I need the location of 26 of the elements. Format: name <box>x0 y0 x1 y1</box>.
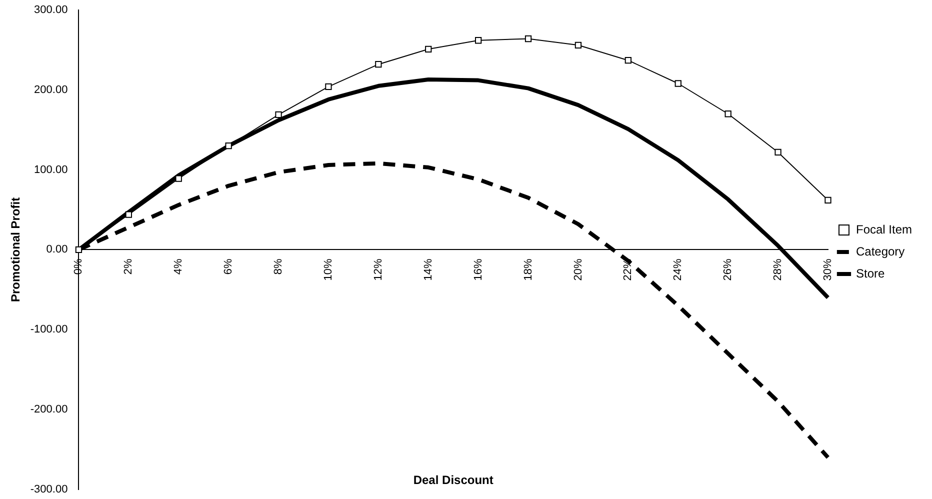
x-tick-label: 2% <box>122 258 135 275</box>
x-tick-label: 4% <box>172 258 185 275</box>
y-axis-title: Promotional Profit <box>8 197 23 302</box>
legend-label: Focal Item <box>856 222 912 236</box>
legend-label: Store <box>856 266 885 280</box>
y-tick-label: -300.00 <box>30 483 68 496</box>
x-tick-label: 24% <box>672 258 684 281</box>
x-tick-label: 30% <box>822 258 834 281</box>
x-tick-label: 12% <box>372 258 384 281</box>
x-axis-title: Deal Discount <box>413 472 494 487</box>
y-tick-label: 200.00 <box>34 84 68 96</box>
y-tick-label: -100.00 <box>30 324 68 336</box>
x-tick-label: 26% <box>722 258 734 281</box>
x-tick-label: 10% <box>322 258 334 281</box>
legend-label: Category <box>856 244 905 258</box>
x-tick-label: 8% <box>272 258 285 275</box>
x-tick-label: 18% <box>522 258 534 281</box>
y-tick-label: 300.00 <box>34 4 68 16</box>
x-tick-label: 14% <box>422 258 434 281</box>
x-tick-label: 28% <box>772 258 784 281</box>
y-tick-label: 100.00 <box>34 164 68 176</box>
x-tick-label: 6% <box>222 258 235 275</box>
x-tick-label: 20% <box>572 258 584 281</box>
y-tick-label: -200.00 <box>30 404 68 416</box>
x-tick-label: 16% <box>472 258 484 281</box>
y-tick-label: 0.00 <box>46 244 68 256</box>
